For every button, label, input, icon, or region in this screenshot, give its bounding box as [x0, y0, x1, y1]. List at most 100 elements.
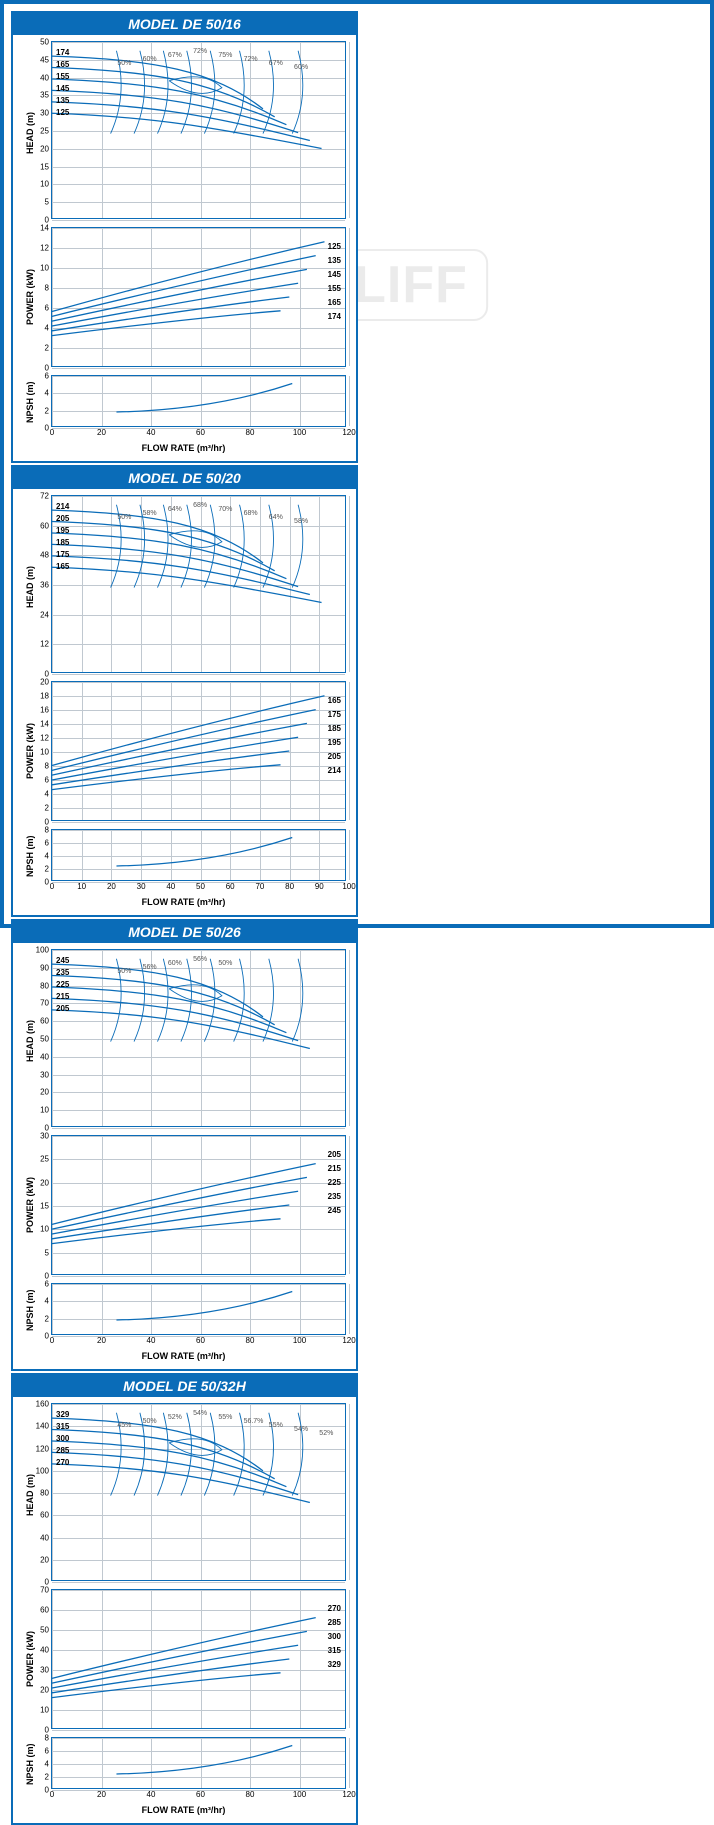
head-curve-label: 215 — [56, 992, 69, 1001]
power-ylabel: POWER (kW) — [25, 1631, 35, 1687]
eff-label: 72% — [193, 48, 207, 55]
head-curve-label: 285 — [56, 1446, 69, 1455]
eff-label: 64% — [269, 514, 283, 521]
eff-label: 58% — [143, 510, 157, 517]
xlabel: FLOW RATE (m³/hr) — [142, 1805, 226, 1815]
eff-label: 50% — [117, 60, 131, 67]
chart-area: 0510152025303540455017416515514513512550… — [17, 39, 350, 457]
panel-title: MODEL DE 50/16 — [13, 13, 356, 35]
power-curve-label: 135 — [328, 256, 341, 265]
head-curve-label: 214 — [56, 502, 69, 511]
power-curve-label: 270 — [328, 1604, 341, 1613]
eff-label: 55% — [269, 1422, 283, 1429]
head-ylabel: HEAD (m) — [25, 1474, 35, 1516]
head-ylabel: HEAD (m) — [25, 112, 35, 154]
page: DAYLIFF MODEL DE 50/16051015202530354045… — [0, 0, 714, 928]
panel-title: MODEL DE 50/32H — [13, 1375, 356, 1397]
eff-label: 68% — [193, 502, 207, 509]
eff-label: 55% — [218, 1414, 232, 1421]
head-curve-label: 329 — [56, 1410, 69, 1419]
power-curve-label: 225 — [328, 1178, 341, 1187]
head-curve-label: 155 — [56, 72, 69, 81]
head-chart: 0510152025303540455017416515514513512550… — [51, 41, 346, 219]
npsh-ylabel: NPSH (m) — [25, 1289, 35, 1331]
head-chart: 012243648607221420519518517516550%58%64%… — [51, 495, 346, 673]
chart-area: 010203040506070809010024523522521520550%… — [17, 947, 350, 1365]
panel-title: MODEL DE 50/26 — [13, 921, 356, 943]
head-ylabel: HEAD (m) — [25, 1020, 35, 1062]
power-curve-label: 329 — [328, 1660, 341, 1669]
eff-label: 50% — [218, 960, 232, 967]
xlabel: FLOW RATE (m³/hr) — [142, 1351, 226, 1361]
power-curve-label: 300 — [328, 1632, 341, 1641]
head-curve-label: 195 — [56, 526, 69, 535]
power-chart: 051015202530245235225215205 — [51, 1135, 346, 1275]
power-curve-label: 205 — [328, 752, 341, 761]
power-ylabel: POWER (kW) — [25, 1177, 35, 1233]
xlabel: FLOW RATE (m³/hr) — [142, 897, 226, 907]
eff-label: 52% — [319, 1430, 333, 1437]
power-curve-label: 165 — [328, 696, 341, 705]
eff-label: 54% — [193, 1410, 207, 1417]
head-curve-label: 185 — [56, 538, 69, 547]
power-curve-label: 155 — [328, 284, 341, 293]
power-curve-label: 205 — [328, 1150, 341, 1159]
power-curve-label: 125 — [328, 242, 341, 251]
head-ylabel: HEAD (m) — [25, 566, 35, 608]
power-chart: 02468101214161820214205195185175165 — [51, 681, 346, 821]
panel: MODEL DE 50/1605101520253035404550174165… — [11, 11, 358, 463]
chart-area: 02040608010012014016032931530028527045%5… — [17, 1401, 350, 1819]
panel-title: MODEL DE 50/20 — [13, 467, 356, 489]
power-curve-label: 245 — [328, 1206, 341, 1215]
eff-label: 58% — [294, 518, 308, 525]
power-curve-label: 285 — [328, 1618, 341, 1627]
power-curve-label: 315 — [328, 1646, 341, 1655]
eff-label: 75% — [218, 52, 232, 59]
npsh-chart: 024680102030405060708090100 — [51, 829, 346, 881]
head-curve-label: 145 — [56, 84, 69, 93]
eff-label: 67% — [168, 52, 182, 59]
head-curve-label: 135 — [56, 96, 69, 105]
eff-label: 72% — [244, 56, 258, 63]
power-curve-label: 235 — [328, 1192, 341, 1201]
head-curve-label: 175 — [56, 550, 69, 559]
xlabel: FLOW RATE (m³/hr) — [142, 443, 226, 453]
head-curve-label: 225 — [56, 980, 69, 989]
eff-label: 45% — [117, 1422, 131, 1429]
power-ylabel: POWER (kW) — [25, 269, 35, 325]
head-curve-label: 165 — [56, 60, 69, 69]
power-curve-label: 215 — [328, 1164, 341, 1173]
eff-label: 50% — [143, 1418, 157, 1425]
eff-label: 56% — [193, 956, 207, 963]
head-curve-label: 315 — [56, 1422, 69, 1431]
panel: MODEL DE 50/32H0204060801001201401603293… — [11, 1373, 358, 1825]
head-curve-label: 165 — [56, 562, 69, 571]
eff-label: 50% — [117, 514, 131, 521]
panel: MODEL DE 50/2601020304050607080901002452… — [11, 919, 358, 1371]
head-curve-label: 300 — [56, 1434, 69, 1443]
eff-label: 54% — [294, 1426, 308, 1433]
power-curve-label: 174 — [328, 312, 341, 321]
eff-label: 60% — [294, 64, 308, 71]
power-curve-label: 165 — [328, 298, 341, 307]
power-chart: 02468101214174165155145135125 — [51, 227, 346, 367]
head-chart: 02040608010012014016032931530028527045%5… — [51, 1403, 346, 1581]
npsh-ylabel: NPSH (m) — [25, 835, 35, 877]
power-ylabel: POWER (kW) — [25, 723, 35, 779]
eff-label: 70% — [218, 506, 232, 513]
eff-label: 56% — [143, 964, 157, 971]
eff-label: 50% — [117, 968, 131, 975]
eff-label: 52% — [168, 1414, 182, 1421]
head-curve-label: 174 — [56, 48, 69, 57]
head-curve-label: 245 — [56, 956, 69, 965]
head-curve-label: 235 — [56, 968, 69, 977]
power-curve-label: 214 — [328, 766, 341, 775]
npsh-chart: 0246020406080100120 — [51, 375, 346, 427]
head-chart: 010203040506070809010024523522521520550%… — [51, 949, 346, 1127]
eff-label: 64% — [168, 506, 182, 513]
eff-label: 60% — [168, 960, 182, 967]
power-curve-label: 195 — [328, 738, 341, 747]
power-curve-label: 175 — [328, 710, 341, 719]
eff-label: 67% — [269, 60, 283, 67]
chart-area: 012243648607221420519518517516550%58%64%… — [17, 493, 350, 911]
